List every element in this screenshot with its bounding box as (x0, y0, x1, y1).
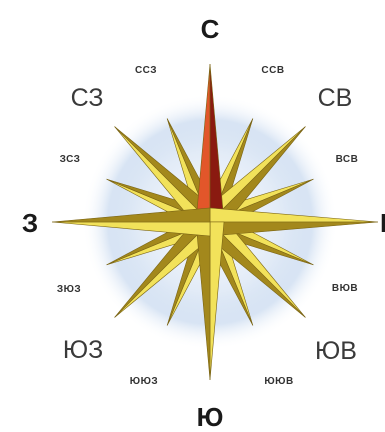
compass-points (51, 63, 379, 381)
label-north-northwest: ССЗ (135, 65, 157, 76)
label-southwest: ЮЗ (63, 336, 103, 364)
label-east: В (380, 208, 385, 238)
label-south: Ю (197, 402, 224, 432)
label-northwest: СЗ (71, 84, 104, 112)
label-south-southwest: ЮЮЗ (130, 376, 158, 387)
label-north: С (201, 14, 220, 44)
label-east-southeast: ВЮВ (332, 283, 358, 294)
label-west-southwest: ЗЮЗ (57, 284, 81, 295)
point-w-right-facet (51, 207, 211, 223)
label-southeast: ЮВ (315, 337, 357, 365)
label-east-northeast: ВСВ (336, 154, 359, 165)
label-west-northwest: ЗСЗ (60, 154, 81, 165)
label-north-northeast: ССВ (261, 65, 284, 76)
label-northeast: СВ (318, 84, 353, 112)
label-west: З (22, 208, 38, 238)
label-south-southeast: ЮЮВ (264, 376, 293, 387)
